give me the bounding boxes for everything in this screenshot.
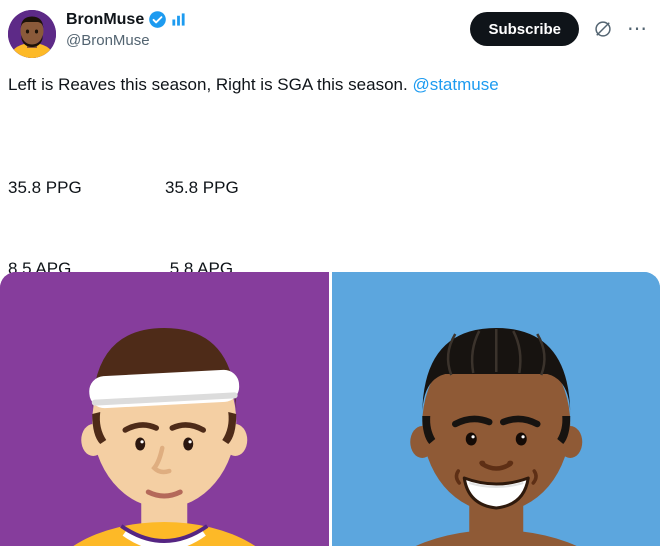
header-actions: Subscribe ⋯ — [470, 10, 648, 46]
reaves-cartoon — [0, 272, 329, 546]
more-icon[interactable]: ⋯ — [627, 18, 648, 40]
grok-icon[interactable] — [593, 19, 613, 39]
sga-cartoon — [331, 272, 660, 546]
subscribe-button[interactable]: Subscribe — [470, 12, 579, 46]
user-handle[interactable]: @BronMuse — [66, 32, 150, 49]
user-info: BronMuse @BronMuse — [66, 10, 470, 49]
display-name-row[interactable]: BronMuse — [66, 10, 470, 29]
avatar[interactable] — [8, 10, 56, 58]
tweet-image — [0, 272, 660, 546]
tweet-text: Left is Reaves this season, Right is SGA… — [0, 58, 660, 96]
image-right-panel[interactable] — [331, 272, 660, 546]
mention-link[interactable]: @statmuse — [412, 75, 499, 94]
avatar-cartoon — [8, 10, 56, 58]
tweet-header: BronMuse @BronMuse Subscribe — [0, 0, 660, 58]
display-name: BronMuse — [66, 10, 145, 28]
stat-line: 35.8 PPG — [8, 178, 82, 197]
image-left-panel[interactable] — [0, 272, 329, 546]
verified-icon — [149, 11, 167, 28]
tweet-text-body: Left is Reaves this season, Right is SGA… — [8, 75, 413, 94]
analytics-icon — [172, 13, 185, 26]
stat-line: 35.8 PPG — [165, 178, 239, 197]
